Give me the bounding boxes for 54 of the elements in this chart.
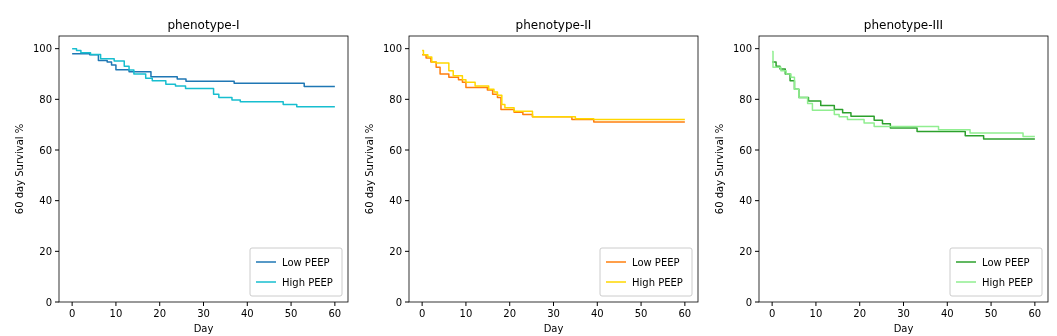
legend-label: Low PEEP bbox=[982, 256, 1030, 268]
chart-title: phenotype-II bbox=[515, 18, 592, 32]
x-tick-label: 40 bbox=[940, 308, 954, 319]
y-axis-title: 60 day Survival % bbox=[714, 123, 725, 215]
y-axis-title: 60 day Survival % bbox=[14, 123, 25, 215]
y-tick-label: 100 bbox=[732, 43, 752, 55]
x-tick-label: 60 bbox=[1028, 308, 1042, 319]
x-axis-title: Day bbox=[893, 323, 914, 334]
x-tick-label: 50 bbox=[984, 308, 998, 319]
y-tick-label: 0 bbox=[45, 296, 52, 308]
y-tick-label: 40 bbox=[389, 195, 402, 207]
x-tick-label: 10 bbox=[809, 308, 823, 319]
y-tick-label: 40 bbox=[739, 195, 752, 207]
x-tick-label: 40 bbox=[240, 308, 254, 319]
x-tick-label: 10 bbox=[109, 308, 123, 319]
x-tick-label: 20 bbox=[853, 308, 867, 319]
y-tick-label: 60 bbox=[39, 144, 52, 156]
legend-label: High PEEP bbox=[632, 276, 683, 288]
x-tick-label: 50 bbox=[634, 308, 648, 319]
x-tick-label: 20 bbox=[153, 308, 167, 319]
legend-label: Low PEEP bbox=[632, 256, 680, 268]
x-tick-label: 0 bbox=[68, 308, 76, 319]
x-tick-label: 40 bbox=[590, 308, 604, 319]
x-tick-label: 50 bbox=[284, 308, 298, 319]
x-tick-label: 60 bbox=[678, 308, 692, 319]
y-tick-label: 100 bbox=[32, 43, 52, 55]
y-tick-label: 80 bbox=[389, 93, 402, 105]
x-axis-title: Day bbox=[543, 323, 564, 334]
chart-title: phenotype-I bbox=[167, 18, 240, 32]
chart-title: phenotype-III bbox=[863, 18, 944, 32]
legend-label: High PEEP bbox=[282, 276, 333, 288]
x-tick-label: 30 bbox=[897, 308, 910, 319]
x-tick-label: 0 bbox=[768, 308, 776, 319]
legend-label: Low PEEP bbox=[282, 256, 330, 268]
x-tick-label: 0 bbox=[418, 308, 426, 319]
y-tick-label: 0 bbox=[395, 296, 402, 308]
x-tick-label: 10 bbox=[459, 308, 473, 319]
y-tick-label: 80 bbox=[39, 93, 52, 105]
x-tick-label: 20 bbox=[503, 308, 517, 319]
x-tick-label: 30 bbox=[547, 308, 560, 319]
x-tick-label: 30 bbox=[197, 308, 210, 319]
y-axis-title: 60 day Survival % bbox=[364, 123, 375, 215]
legend-label: High PEEP bbox=[982, 276, 1033, 288]
y-tick-label: 0 bbox=[745, 296, 752, 308]
x-tick-label: 60 bbox=[328, 308, 342, 319]
x-axis-title: Day bbox=[193, 323, 214, 334]
y-tick-label: 20 bbox=[39, 245, 52, 257]
y-tick-label: 100 bbox=[382, 43, 402, 55]
y-tick-label: 20 bbox=[389, 245, 402, 257]
y-tick-label: 40 bbox=[39, 195, 52, 207]
y-tick-label: 20 bbox=[739, 245, 752, 257]
y-tick-label: 60 bbox=[739, 144, 752, 156]
y-tick-label: 60 bbox=[389, 144, 402, 156]
y-tick-label: 80 bbox=[739, 93, 752, 105]
